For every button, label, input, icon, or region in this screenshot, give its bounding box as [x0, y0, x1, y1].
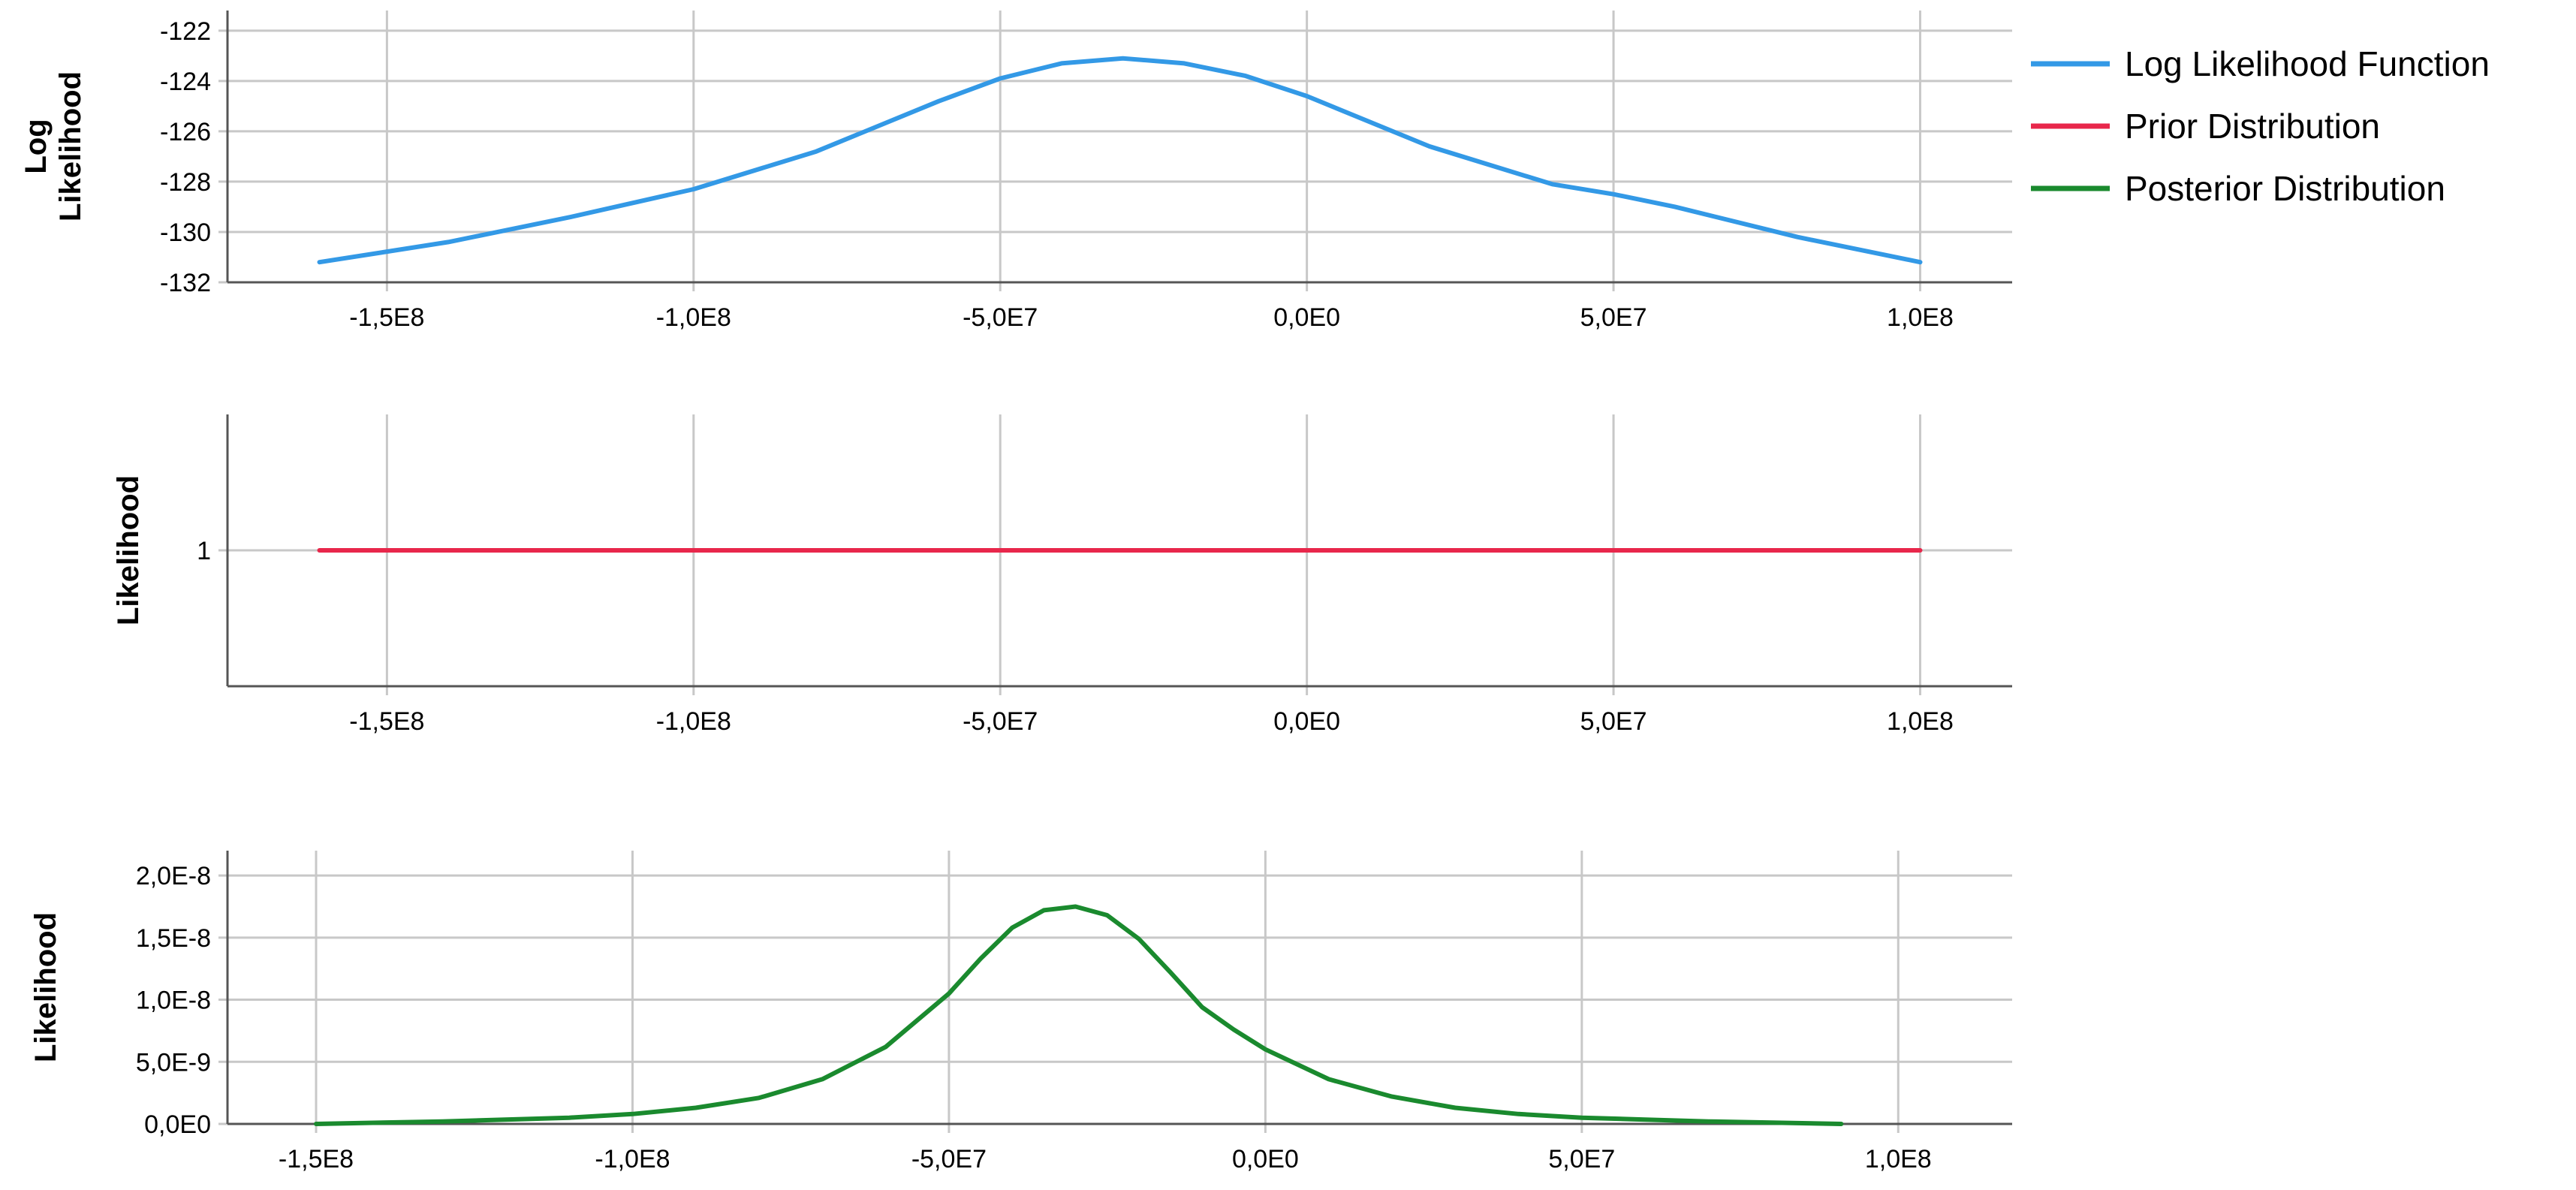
y-tick-label: 5,0E-9 [136, 1048, 211, 1077]
y-tick-label: -130 [160, 218, 211, 247]
chart-panel-2: -1,5E8 -1,0E8 -5,0E7 0,0E0 5,0E7 1,0E8 1 Likeli… [112, 414, 2012, 736]
x-tick-label: -5,0E7 [911, 1145, 987, 1173]
series-line [317, 56, 1923, 265]
x-tick-label: -1,0E8 [656, 707, 731, 736]
series-line [314, 904, 1844, 1126]
legend-item: Posterior Distribution [2031, 169, 2445, 208]
x-tick-label: 0,0E0 [1273, 707, 1340, 736]
y-tick-label: 0,0E0 [144, 1110, 211, 1139]
chart-panels: -1,5E8 -1,0E8 -5,0E7 0,0E0 5,0E7 1,0E8 -122 -12… [20, 11, 2012, 1173]
x-tick-label: -1,0E8 [656, 303, 731, 332]
x-tick-label: -1,0E8 [595, 1145, 670, 1173]
y-tick-label: -126 [160, 118, 211, 146]
legend-label: Posterior Distribution [2125, 169, 2445, 208]
legend-label: Log Likelihood Function [2125, 44, 2490, 83]
legend-label: Prior Distribution [2125, 107, 2380, 146]
y-axis-label: Likelihood [112, 475, 145, 625]
y-axis-label: Likelihood [29, 912, 62, 1062]
y-tick-label: 1,0E-8 [136, 987, 211, 1015]
y-tick-label: -124 [160, 68, 211, 96]
x-tick-label: 5,0E7 [1548, 1145, 1615, 1173]
x-tick-label: -1,5E8 [279, 1145, 354, 1173]
y-tick-label: -122 [160, 17, 211, 46]
y-tick-label: -128 [160, 168, 211, 197]
x-tick-label: 1,0E8 [1887, 303, 1954, 332]
x-tick-label: -1,5E8 [349, 303, 424, 332]
y-tick-label: 2,0E-8 [136, 862, 211, 890]
x-tick-label: 0,0E0 [1232, 1145, 1299, 1173]
legend-item: Prior Distribution [2031, 107, 2380, 146]
y-tick-label: -132 [160, 269, 211, 297]
y-axis-label: LogLikelihood [20, 71, 87, 221]
x-tick-label: -1,5E8 [349, 707, 424, 736]
legend-item: Log Likelihood Function [2031, 44, 2490, 83]
x-tick-label: 5,0E7 [1580, 303, 1647, 332]
chart-panel-1: -1,5E8 -1,0E8 -5,0E7 0,0E0 5,0E7 1,0E8 -122 -12… [20, 11, 2012, 332]
x-tick-label: 0,0E0 [1273, 303, 1340, 332]
x-tick-label: -5,0E7 [963, 707, 1038, 736]
x-tick-label: 5,0E7 [1580, 707, 1647, 736]
y-tick-label: 1 [197, 537, 211, 565]
x-tick-label: 1,0E8 [1887, 707, 1954, 736]
x-tick-label: -5,0E7 [963, 303, 1038, 332]
y-tick-label: 1,5E-8 [136, 924, 211, 953]
legend: Log Likelihood Function Prior Distributio… [2031, 44, 2490, 208]
x-tick-label: 1,0E8 [1865, 1145, 1932, 1173]
chart-panel-3: -1,5E8 -1,0E8 -5,0E7 0,0E0 5,0E7 1,0E8 2,0E-8 1… [29, 851, 2012, 1173]
